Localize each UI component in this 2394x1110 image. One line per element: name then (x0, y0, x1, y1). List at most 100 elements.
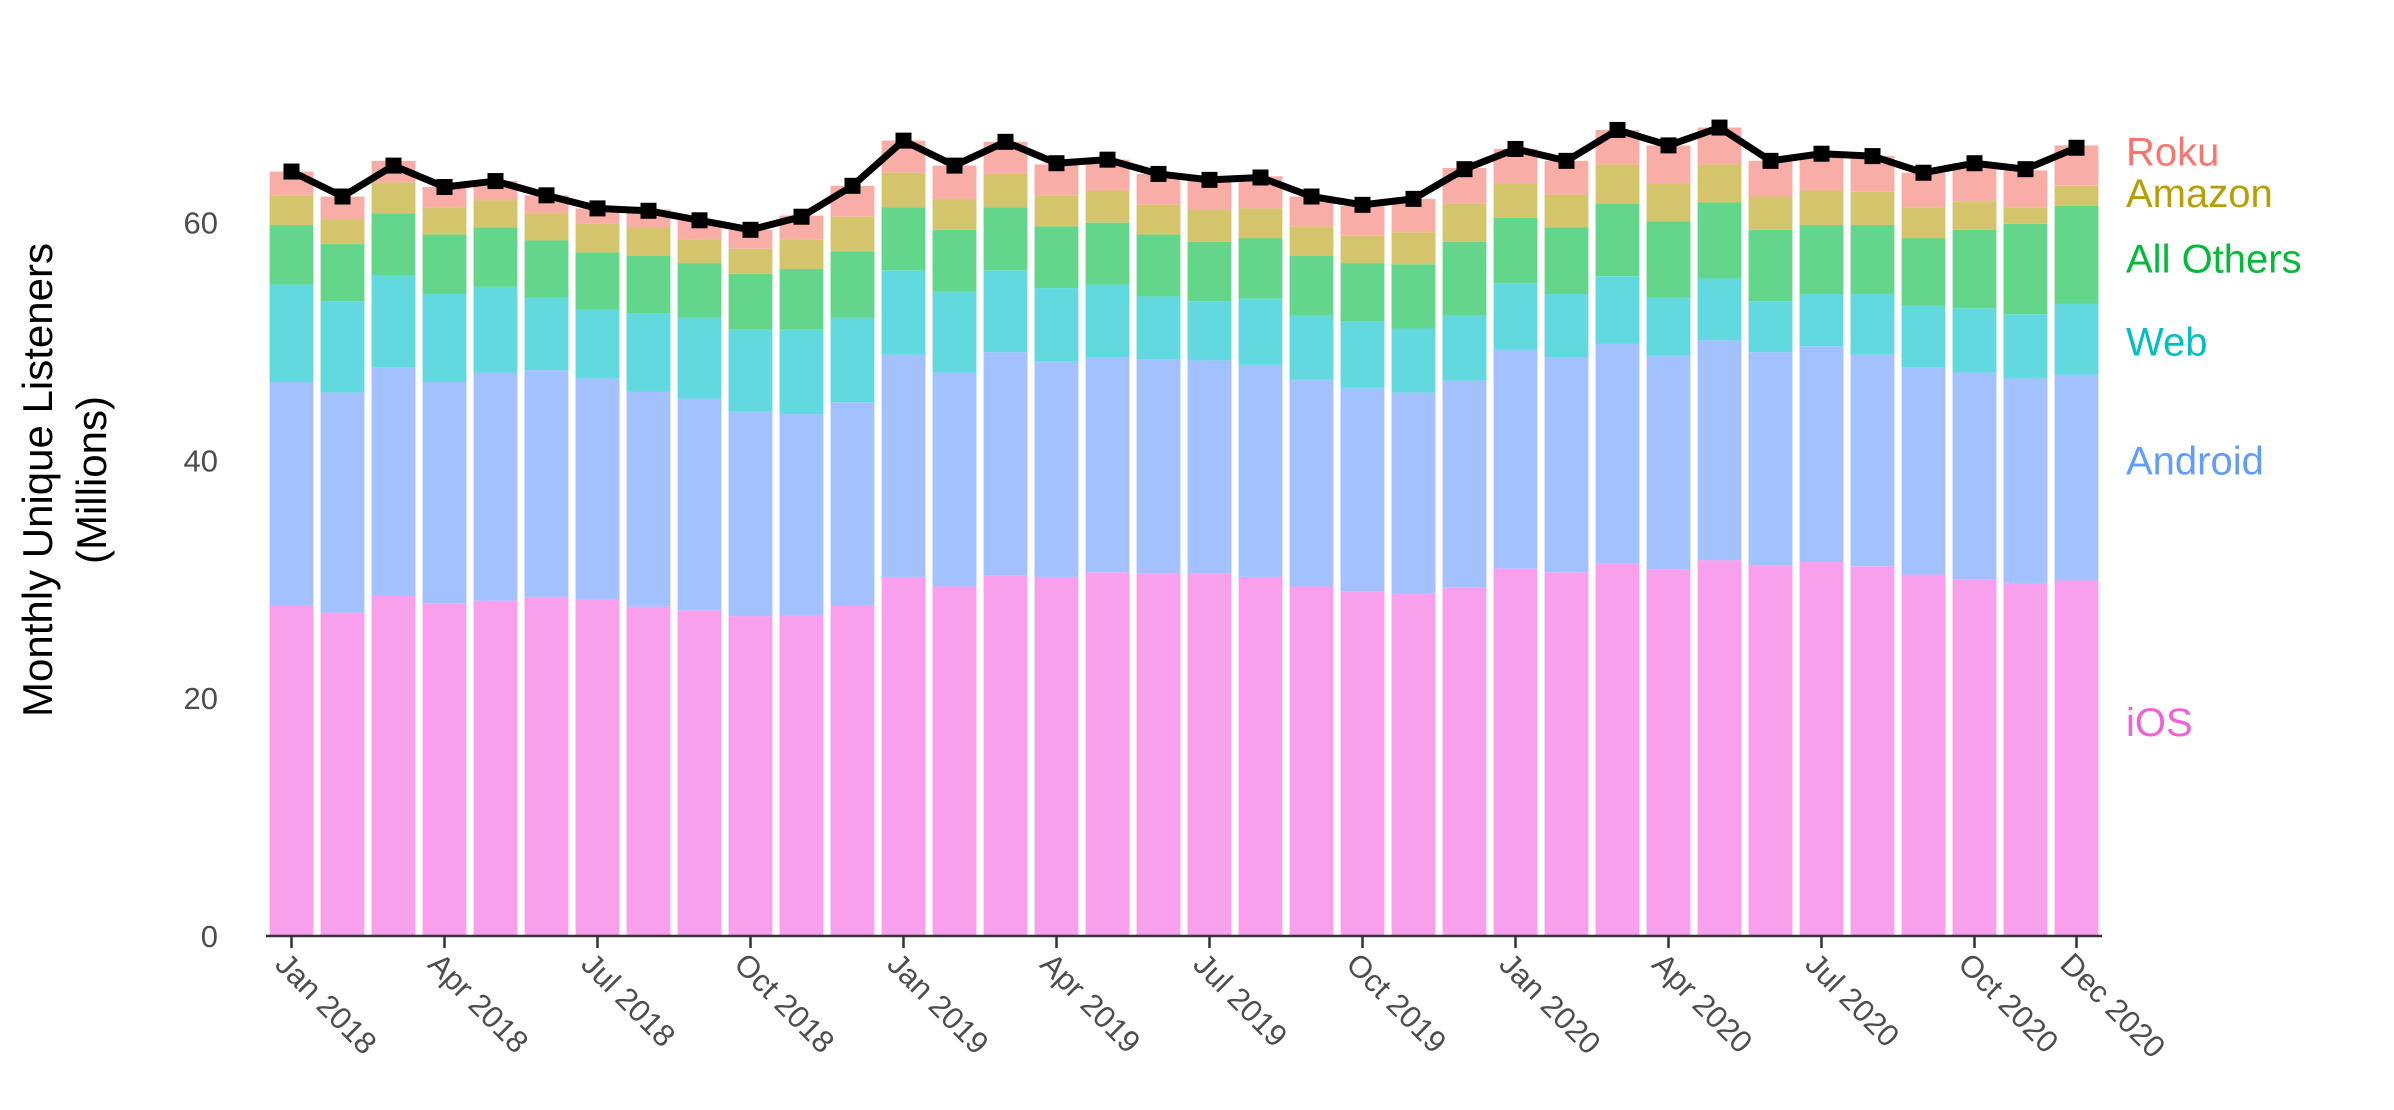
bar-segment-all-others (881, 207, 926, 271)
bar-segment-android (1340, 387, 1385, 592)
total-line-point (1915, 164, 1932, 181)
bar-segment-ios (1901, 574, 1946, 936)
bar-segment-amazon (1697, 164, 1742, 203)
bar-segment-all-others (1901, 238, 1946, 306)
total-line-point (1201, 171, 1218, 188)
bar-segment-amazon (1187, 209, 1232, 242)
bar-segment-android (728, 411, 773, 617)
bar-segment-all-others (1238, 238, 1283, 299)
bar-segment-web (779, 329, 824, 415)
bar-segment-ios (1085, 572, 1130, 936)
bar-segment-ios (1187, 573, 1232, 936)
total-line-point (1558, 152, 1575, 169)
total-line-point (1099, 151, 1116, 168)
bar-segment-android (575, 378, 620, 600)
total-line-point (640, 202, 657, 219)
bar-segment-all-others (320, 244, 365, 302)
total-line-point (691, 212, 708, 229)
bar-segment-web (830, 317, 875, 403)
bar-segment-all-others (371, 213, 416, 275)
bar-segment-ios (1646, 569, 1691, 936)
series-label-all-others: All Others (2126, 237, 2302, 281)
bar-segment-web (1289, 315, 1334, 380)
bar-segment-web (320, 301, 365, 393)
bar-segment-roku (728, 229, 773, 249)
bar-segment-web (1442, 315, 1487, 381)
total-line-point (589, 200, 606, 217)
bar-segment-android (1187, 360, 1232, 574)
bar-segment-ios (1340, 591, 1385, 936)
bar-segment-amazon (1238, 208, 1283, 239)
bar-segment-web (2003, 314, 2048, 379)
bar-segment-all-others (1646, 221, 1691, 298)
bar-segment-ios (422, 603, 467, 936)
total-line-point (487, 173, 504, 190)
bar-segment-ios (626, 606, 671, 936)
bar-segment-android (1799, 346, 1844, 562)
bar-segment-ios (1289, 586, 1334, 936)
bar-segment-amazon (728, 248, 773, 274)
bar-segment-amazon (1850, 191, 1895, 226)
bar-segment-android (1748, 352, 1793, 566)
series-label-web: Web (2126, 321, 2208, 365)
bar-segment-ios (779, 615, 824, 936)
bar-segment-ios (881, 576, 926, 936)
bar-segment-web (626, 313, 671, 392)
total-line-point (997, 133, 1014, 150)
bar-segment-all-others (1799, 225, 1844, 294)
bar-segment-amazon (626, 227, 671, 256)
bar-segment-amazon (1901, 207, 1946, 239)
bar-segment-ios (1748, 565, 1793, 936)
bar-segment-all-others (473, 227, 518, 287)
bar-segment-web (881, 270, 926, 355)
bar-segment-amazon (1799, 190, 1844, 226)
bar-segment-ios (2003, 582, 2048, 936)
bar-segment-all-others (1952, 229, 1997, 309)
bar-segment-ios (524, 597, 569, 936)
bar-segment-android (1034, 361, 1079, 577)
bar-segment-ios (1544, 572, 1589, 936)
bar-segment-ios (575, 599, 620, 936)
bar-segment-android (1493, 349, 1538, 569)
bar-segment-all-others (2003, 223, 2048, 315)
bar-segment-ios (1238, 576, 1283, 936)
bar-segment-amazon (1544, 194, 1589, 228)
y-tick-label: 20 (184, 681, 218, 716)
bar-segment-android (881, 354, 926, 577)
bar-segment-web (1901, 305, 1946, 368)
bar-segment-all-others (1442, 241, 1487, 316)
total-line-point (1864, 148, 1881, 165)
bar-segment-web (1034, 288, 1079, 362)
bar-segment-android (932, 372, 977, 587)
bar-segment-android (422, 381, 467, 604)
bar-segment-all-others (626, 255, 671, 314)
bar-segment-android (524, 370, 569, 598)
total-line-point (1507, 140, 1524, 157)
bar-segment-ios (371, 595, 416, 936)
bar-segment-android (1238, 365, 1283, 577)
x-tick-label: Jan 2020 (1493, 946, 1608, 1061)
bar-segment-amazon (422, 207, 467, 235)
bar-segment-amazon (1034, 195, 1079, 227)
bar-segment-android (1544, 357, 1589, 573)
x-tick-label: Jan 2019 (881, 946, 996, 1061)
bar-segment-web (1850, 294, 1895, 355)
total-line-point (1711, 119, 1728, 136)
bar-segment-web (1952, 308, 1997, 373)
bar-segment-ios (1799, 561, 1844, 936)
bar-segment-web (1391, 328, 1436, 393)
bar-segment-amazon (932, 198, 977, 230)
bar-segment-all-others (983, 207, 1028, 271)
x-tick-label: Jul 2018 (575, 946, 683, 1054)
bar-segment-ios (1493, 568, 1538, 936)
bar-segment-all-others (422, 234, 467, 294)
y-axis-title-line-2: (Millions) (68, 396, 115, 564)
bar-segment-web (1697, 278, 1742, 341)
bar-segment-web (1238, 298, 1283, 366)
bar-segment-web (575, 309, 620, 379)
total-line-point (1354, 196, 1371, 213)
x-tick-label: Jan 2018 (269, 946, 384, 1061)
bar-segment-android (1391, 392, 1436, 594)
bar-segment-all-others (575, 252, 620, 310)
